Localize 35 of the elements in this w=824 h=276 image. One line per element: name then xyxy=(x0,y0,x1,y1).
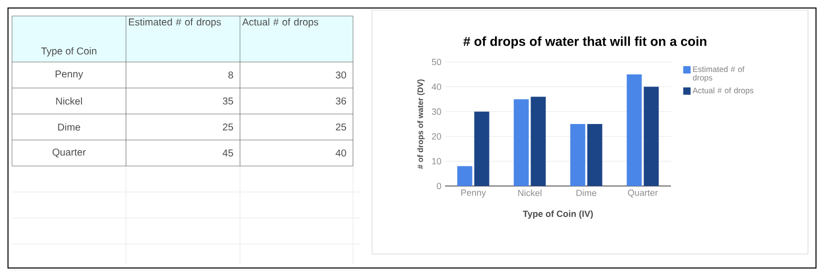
text: 36 xyxy=(336,97,346,105)
y-tick-label: 30 xyxy=(432,108,442,115)
bar xyxy=(474,112,490,186)
text: 40 xyxy=(336,149,346,157)
bar xyxy=(587,124,602,186)
chart-title: # of drops of water that will fit on a coin xyxy=(463,36,706,49)
text: Quarter xyxy=(52,148,86,158)
bar xyxy=(570,124,586,186)
text: Nickel xyxy=(56,97,82,105)
x-tick-label: Quarter xyxy=(628,190,658,198)
bar xyxy=(626,74,642,186)
text: 25 xyxy=(222,123,234,131)
x-tick-label: Nickel xyxy=(518,190,542,196)
text: 30 xyxy=(336,71,346,79)
bar xyxy=(514,99,529,186)
y-tick-label: 10 xyxy=(432,158,442,164)
text: Actual # of drops xyxy=(242,18,318,28)
x-tick-label: Dime xyxy=(576,190,596,196)
x-tick-label: Penny xyxy=(461,190,486,198)
text: Dime xyxy=(58,123,80,131)
y-tick-label: 50 xyxy=(432,58,442,66)
text: Penny xyxy=(56,70,84,80)
bar xyxy=(457,166,472,186)
y-tick-label: 40 xyxy=(432,84,442,90)
bar xyxy=(644,86,659,186)
y-tick-label: 20 xyxy=(432,133,442,140)
text: 45 xyxy=(222,150,234,156)
text: Type of Coin xyxy=(41,47,96,56)
text: 8 xyxy=(228,71,234,79)
y-tick-label: 0 xyxy=(436,182,442,190)
text: 25 xyxy=(336,123,346,131)
bar xyxy=(530,96,546,186)
text: 35 xyxy=(222,97,234,105)
x-axis-title: Type of Coin (IV) xyxy=(522,210,593,219)
text: Estimated # of drops xyxy=(129,18,221,28)
